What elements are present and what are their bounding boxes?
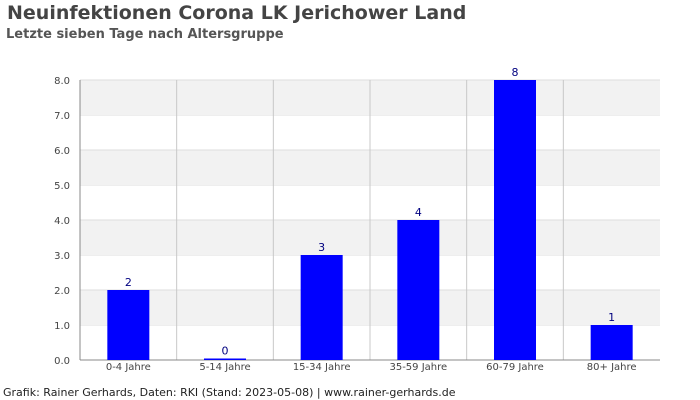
- data-label: 4: [415, 206, 422, 219]
- y-tick-label: 4.0: [54, 216, 70, 227]
- y-tick-label: 7.0: [54, 111, 70, 122]
- y-tick-label: 0.0: [54, 356, 70, 367]
- x-tick-label: 5-14 Jahre: [199, 362, 250, 373]
- y-tick-label: 1.0: [54, 321, 70, 332]
- bar: [300, 255, 343, 360]
- data-label: 1: [608, 311, 615, 324]
- y-tick-label: 6.0: [54, 146, 70, 157]
- y-tick-label: 2.0: [54, 286, 70, 297]
- data-label: 3: [318, 241, 325, 254]
- x-tick-label: 15-34 Jahre: [293, 362, 351, 373]
- y-tick-label: 8.0: [54, 76, 70, 87]
- x-tick-label: 0-4 Jahre: [106, 362, 151, 373]
- chart-subtitle: Letzte sieben Tage nach Altersgruppe: [6, 27, 284, 42]
- bar: [590, 325, 633, 360]
- source-footer: Grafik: Rainer Gerhards, Daten: RKI (Sta…: [3, 386, 456, 399]
- bar: [204, 358, 246, 360]
- bar: [397, 220, 440, 360]
- bar: [107, 290, 150, 360]
- y-tick-label: 3.0: [54, 251, 70, 262]
- data-label: 2: [125, 276, 132, 289]
- x-tick-label: 80+ Jahre: [587, 362, 637, 373]
- x-tick-label: 35-59 Jahre: [389, 362, 447, 373]
- bar: [494, 80, 536, 360]
- data-label: 8: [512, 66, 519, 79]
- data-label: 0: [222, 345, 229, 358]
- x-tick-label: 60-79 Jahre: [486, 362, 544, 373]
- y-tick-label: 5.0: [54, 181, 70, 192]
- chart-title: Neuinfektionen Corona LK Jerichower Land: [7, 2, 467, 24]
